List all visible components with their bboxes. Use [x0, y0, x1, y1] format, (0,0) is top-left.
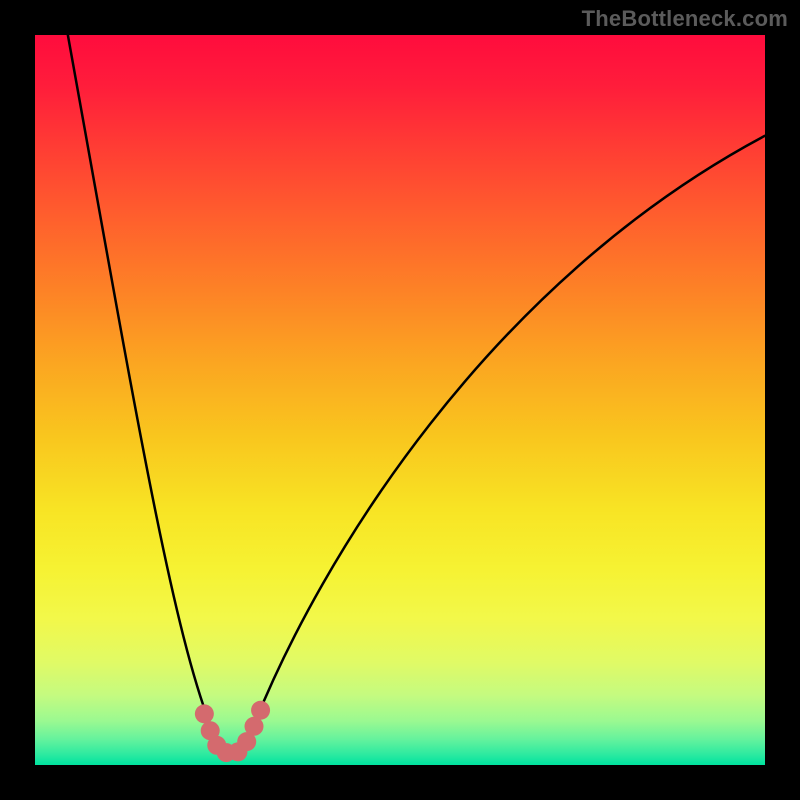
marker-dot: [251, 701, 270, 720]
marker-group: [195, 701, 270, 762]
watermark-text: TheBottleneck.com: [582, 6, 788, 32]
plot-area: [35, 35, 765, 765]
curve-svg: [35, 35, 765, 765]
marker-dot: [195, 704, 214, 723]
chart-frame: TheBottleneck.com: [0, 0, 800, 800]
bottleneck-curve: [68, 35, 765, 747]
